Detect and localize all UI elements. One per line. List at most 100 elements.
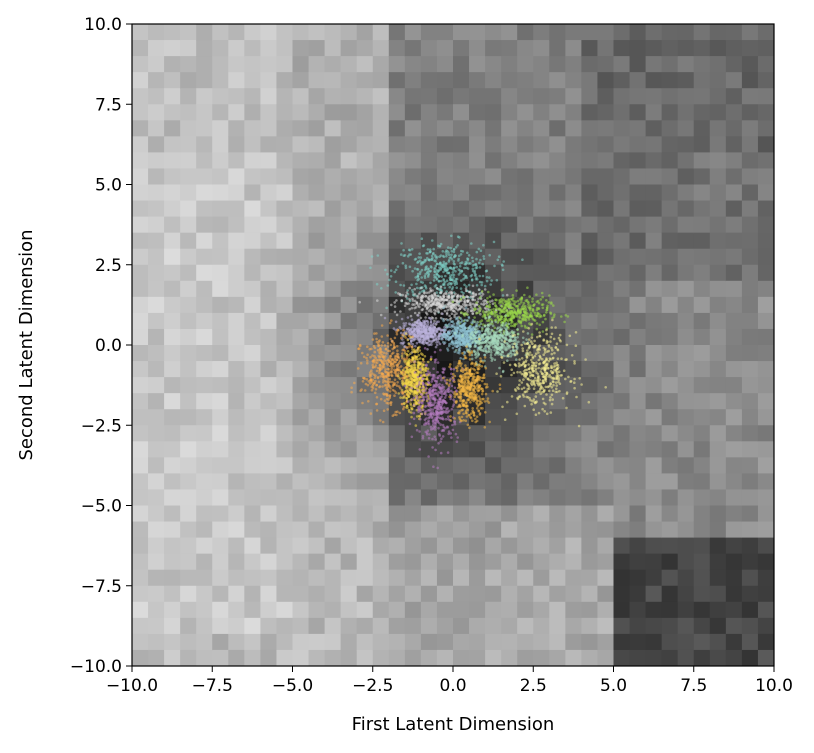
data-point [435, 341, 438, 344]
mosaic-tile [244, 40, 261, 57]
mosaic-tile [533, 537, 550, 555]
data-point [364, 382, 368, 386]
mosaic-tile [388, 152, 406, 170]
mosaic-tile [276, 601, 294, 619]
data-point [469, 274, 473, 278]
data-point [551, 389, 555, 393]
data-point [399, 341, 403, 345]
mosaic-tile [661, 312, 679, 330]
data-point [448, 308, 451, 311]
mosaic-tile [549, 184, 566, 202]
data-point [530, 353, 534, 357]
data-point [369, 266, 372, 270]
mosaic-tile [292, 601, 310, 619]
data-point [370, 369, 373, 373]
mosaic-tile [276, 489, 294, 507]
data-point [392, 364, 396, 368]
mosaic-tile [709, 248, 727, 266]
data-point [544, 374, 547, 377]
mosaic-tile [565, 40, 582, 57]
mosaic-tile [388, 72, 406, 89]
data-point [385, 371, 389, 374]
mosaic-tile [148, 489, 165, 507]
data-point [526, 377, 530, 381]
data-point [535, 293, 538, 297]
mosaic-tile [533, 184, 550, 202]
mosaic-tile [597, 312, 615, 330]
data-point [445, 311, 449, 315]
data-point [460, 305, 463, 308]
mosaic-tile [372, 136, 390, 153]
data-point [550, 346, 553, 350]
data-point [385, 306, 388, 310]
data-point [530, 379, 533, 383]
data-point [441, 254, 445, 258]
mosaic-tile [356, 393, 374, 410]
data-point [517, 362, 521, 365]
series-2 [358, 284, 512, 326]
data-point [430, 332, 434, 336]
mosaic-tile [244, 152, 261, 170]
data-point [476, 321, 480, 324]
data-point [388, 364, 392, 368]
data-point [425, 325, 428, 329]
mosaic-tile [677, 104, 695, 121]
mosaic-tile [388, 409, 406, 426]
mosaic-tile [356, 184, 374, 202]
mosaic-tile [565, 537, 582, 555]
data-point [519, 321, 523, 325]
data-point [527, 301, 530, 304]
data-point [422, 329, 425, 332]
mosaic-tile [549, 120, 566, 137]
data-point [521, 336, 525, 340]
data-point [455, 312, 458, 315]
data-point [538, 390, 541, 394]
mosaic-tile [469, 553, 486, 571]
mosaic-tile [276, 72, 294, 89]
data-point [398, 359, 402, 363]
data-point [386, 272, 389, 276]
mosaic-tile [469, 104, 486, 121]
mosaic-tile [757, 296, 774, 314]
mosaic-tile [741, 216, 759, 234]
data-point [502, 361, 506, 364]
data-point [537, 362, 541, 366]
mosaic-tile [517, 633, 534, 651]
mosaic-tile [501, 569, 518, 587]
data-point [395, 352, 399, 356]
data-point [392, 368, 396, 372]
mosaic-tile [308, 152, 326, 170]
data-point [394, 280, 398, 284]
data-point [422, 326, 425, 330]
data-point [474, 266, 478, 270]
data-point [433, 328, 436, 332]
mosaic-tile [196, 473, 213, 491]
data-point [431, 239, 434, 242]
data-point [395, 345, 399, 348]
mosaic-tile [469, 633, 486, 651]
mosaic-tile [340, 184, 358, 202]
data-point [552, 356, 555, 360]
data-point [462, 277, 465, 281]
data-point [508, 344, 512, 347]
mosaic-tile [340, 553, 358, 571]
mosaic-tile [356, 617, 374, 635]
data-point [459, 271, 462, 275]
data-point [499, 352, 502, 356]
data-point [493, 301, 497, 305]
data-point [483, 299, 487, 302]
mosaic-tile [709, 40, 727, 57]
data-point [551, 398, 554, 401]
data-point [453, 255, 456, 258]
mosaic-tile [308, 345, 326, 362]
mosaic-tile [340, 24, 358, 41]
mosaic-tile [597, 328, 615, 346]
mosaic-tile [741, 585, 759, 603]
data-point [450, 324, 454, 328]
mosaic-tile [645, 72, 663, 89]
data-point [530, 360, 534, 364]
mosaic-tile [340, 649, 358, 666]
mosaic-tile [677, 441, 695, 458]
data-point [469, 309, 473, 313]
mosaic-tile [581, 104, 599, 121]
